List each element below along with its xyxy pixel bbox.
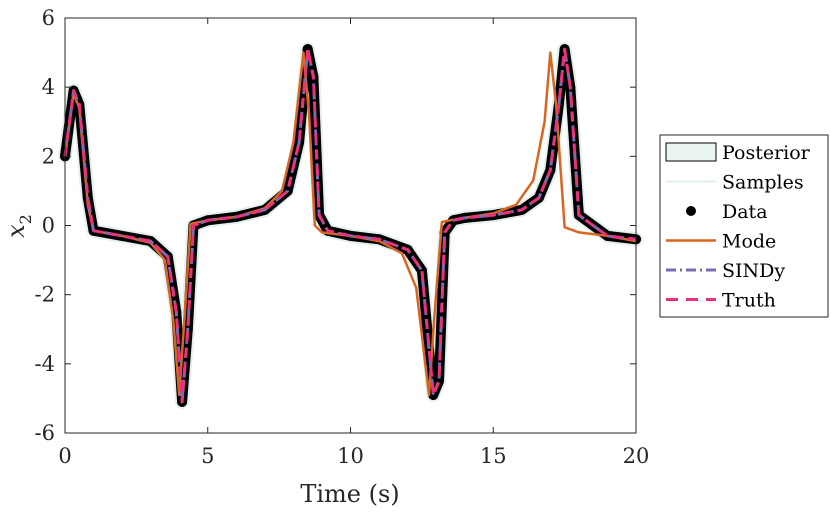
- y-tick-label: -6: [35, 421, 55, 445]
- legend-label: Samples: [722, 172, 804, 194]
- x-axis-title: Time (s): [300, 480, 399, 508]
- legend-label: Posterior: [722, 142, 811, 164]
- y-axis-title: x2: [2, 214, 35, 238]
- x-tick-label: 20: [623, 444, 650, 468]
- plot-area: [65, 18, 636, 433]
- x-tick-label: 10: [337, 444, 364, 468]
- legend-item-posterior: Posterior: [665, 142, 811, 164]
- y-axis-title-main: x: [2, 224, 30, 238]
- y-tick-label: 6: [42, 6, 55, 30]
- legend-swatch: [686, 206, 696, 216]
- legend-label: Mode: [722, 231, 776, 253]
- x-tick-label: 15: [480, 444, 507, 468]
- legend-label: SINDy: [722, 260, 785, 282]
- y-tick-label: -4: [35, 352, 55, 376]
- legend-box: [659, 134, 829, 318]
- y-tick-label: 2: [42, 144, 55, 168]
- tick-layer: 0 5 10 15 20 -6 -4 -2 0 2 4 6: [35, 6, 650, 468]
- legend-item-truth: Truth: [666, 290, 776, 312]
- truth-line: [63, 47, 637, 404]
- series-truth: [63, 47, 637, 404]
- series-mode: [63, 51, 637, 397]
- legend-item-data: Data: [686, 201, 768, 223]
- x-tick-label: 0: [58, 444, 71, 468]
- mode-line: [63, 51, 637, 397]
- legend-label: Data: [722, 201, 768, 223]
- legend-item-sindy: SINDy: [666, 260, 785, 282]
- legend-item-mode: Mode: [666, 231, 776, 253]
- series-layer: [58, 42, 643, 409]
- y-tick-label: -2: [35, 283, 55, 307]
- x-tick-label: 5: [201, 444, 214, 468]
- legend-item-samples: Samples: [666, 172, 804, 194]
- data-point: [302, 44, 313, 55]
- legend-swatch: [665, 142, 717, 162]
- legend-label: Truth: [722, 290, 776, 312]
- y-axis-title-sub: 2: [16, 214, 35, 224]
- y-tick-label: 0: [42, 214, 55, 238]
- legend: Posterior Samples Data Mode SINDy Truth: [659, 134, 829, 318]
- y-tick-label: 4: [42, 75, 55, 99]
- data-point: [428, 390, 439, 400]
